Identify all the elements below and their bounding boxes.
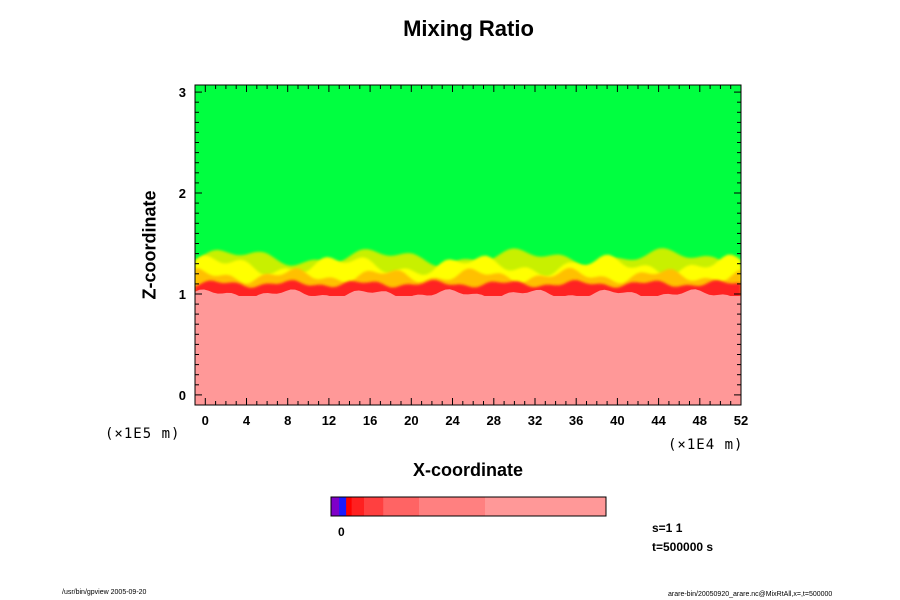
axis-ticks [194, 85, 742, 405]
chart-title: Mixing Ratio [403, 16, 534, 41]
scale-info: s=1 1 [652, 521, 683, 535]
colorbar-label: 0 [338, 525, 345, 539]
x-tick-label: 24 [445, 413, 460, 428]
x-tick-label: 4 [243, 413, 251, 428]
y-tick-label: 1 [179, 287, 186, 302]
y-scale-label: (×1E5 m) [105, 426, 181, 442]
x-scale-label: (×1E4 m) [668, 437, 744, 453]
x-axis-label: X-coordinate [412, 460, 523, 480]
footer-command: /usr/bin/gpview 2005-09-20 [62, 589, 147, 596]
x-tick-label: 8 [284, 413, 291, 428]
x-tick-label: 52 [734, 413, 748, 428]
colorbar-swatch [346, 497, 353, 516]
y-tick-labels: 0 1 2 3 [179, 85, 186, 403]
colorbar-swatch [351, 497, 365, 516]
x-tick-label: 44 [651, 413, 666, 428]
time-info: t=500000 s [652, 540, 714, 554]
x-tick-label: 48 [693, 413, 707, 428]
x-tick-label: 0 [202, 413, 209, 428]
colorbar-swatch [383, 497, 420, 516]
colorbar-swatch [339, 497, 347, 516]
colorbar-frame [330, 496, 607, 517]
x-tick-label: 36 [569, 413, 583, 428]
colorbar [330, 496, 607, 517]
x-tick-label: 28 [487, 413, 501, 428]
x-tick-label: 12 [322, 413, 336, 428]
colorbar-swatch [485, 497, 607, 516]
x-tick-label: 20 [404, 413, 418, 428]
x-tick-label: 40 [610, 413, 624, 428]
colorbar-swatch [364, 497, 384, 516]
x-tick-label: 16 [363, 413, 377, 428]
footer-file: arare-bin/20050920_arare.nc@MixRtAll,x=,… [668, 591, 833, 598]
colorbar-swatch [331, 497, 340, 516]
x-tick-label: 32 [528, 413, 542, 428]
heatmap-field [195, 85, 741, 405]
x-tick-labels: 0 4 8 12 16 20 24 28 32 36 40 44 48 52 [202, 413, 749, 428]
y-tick-label: 0 [179, 388, 186, 403]
y-tick-label: 2 [179, 186, 186, 201]
plot-frame [194, 84, 742, 406]
region-lower-layer-fill [195, 295, 741, 405]
y-tick-label: 3 [179, 85, 186, 100]
colorbar-swatch [419, 497, 486, 516]
y-axis-label: Z-coordinate [139, 190, 160, 300]
